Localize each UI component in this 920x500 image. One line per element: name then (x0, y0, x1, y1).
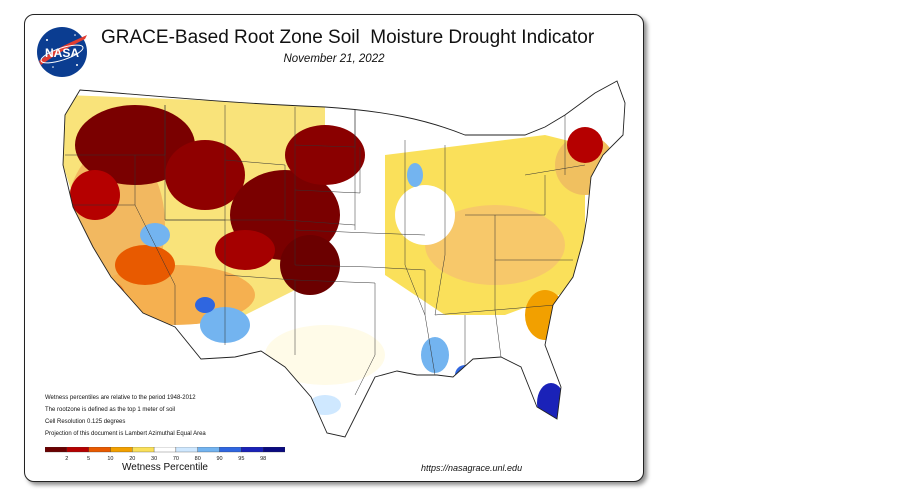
wetness-legend: 2 5 10 20 30 70 80 90 95 98 (45, 447, 285, 461)
map-panel: NASA GRACE-Based Root Zone Soil Moisture… (24, 14, 644, 482)
legend-title: Wetness Percentile (122, 462, 208, 473)
map-notes: Wetness percentiles are relative to the … (45, 392, 206, 440)
state-boundaries (65, 105, 586, 396)
legend-swatch (153, 447, 177, 453)
legend-tick-label: 2 (65, 456, 68, 461)
legend-tick-label: 90 (216, 456, 222, 461)
legend-swatch (66, 447, 89, 453)
note-line: Cell Resolution 0.125 degrees (45, 419, 126, 425)
us-outline (62, 80, 626, 438)
legend-tick-label: 95 (238, 456, 244, 461)
us-drought-map (62, 80, 626, 438)
source-url[interactable]: https://nasagrace.unl.edu (421, 463, 523, 473)
note-line: The rootzone is defined as the top 1 met… (45, 407, 176, 413)
legend-tick-label: 30 (151, 456, 157, 461)
legend-tick-label: 80 (195, 456, 201, 461)
legend-swatch (219, 447, 242, 453)
legend-tick-label: 5 (87, 456, 90, 461)
legend-tick-label: 10 (107, 456, 113, 461)
svg-text:NASA: NASA (45, 46, 79, 60)
legend-swatch (45, 447, 67, 453)
legend-tick-label: 98 (260, 456, 266, 461)
map-title: GRACE-Based Root Zone Soil Moisture Drou… (101, 27, 595, 48)
legend-swatch (132, 447, 155, 453)
legend-swatch (263, 447, 285, 453)
note-line: Projection of this document is Lambert A… (45, 431, 206, 437)
map-date: November 21, 2022 (283, 53, 385, 65)
note-line: Wetness percentiles are relative to the … (45, 395, 196, 401)
legend-swatch (241, 447, 264, 453)
legend-swatch (110, 447, 133, 453)
legend-tick-label: 70 (173, 456, 179, 461)
nasa-logo: NASA (37, 27, 87, 77)
legend-swatch (175, 447, 198, 453)
legend-tick-label: 20 (129, 456, 135, 461)
legend-swatch (197, 447, 220, 453)
legend-swatch (88, 447, 111, 453)
